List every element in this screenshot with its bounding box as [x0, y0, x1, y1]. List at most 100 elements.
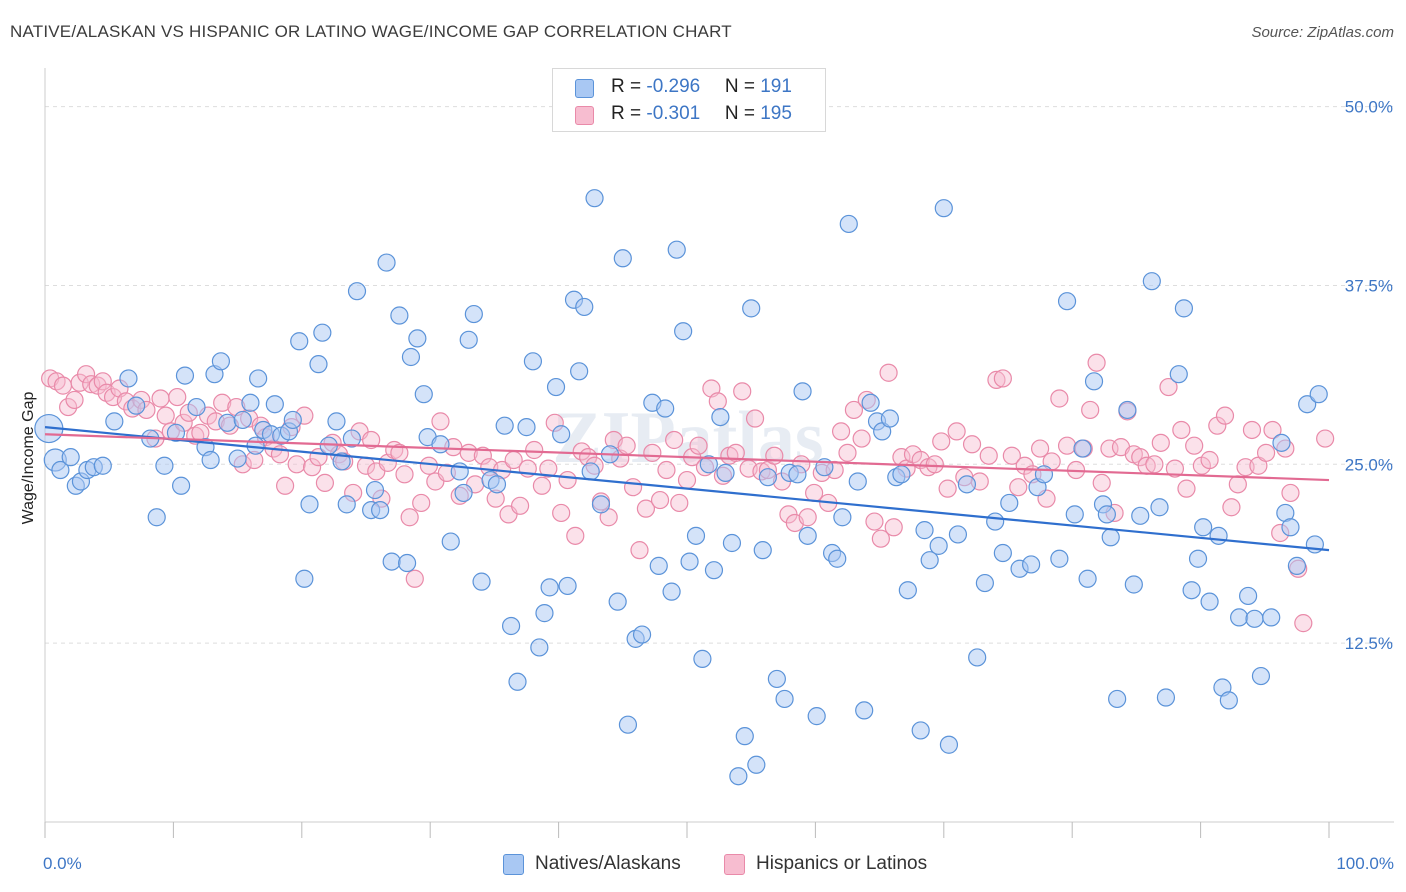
stats-legend: R = -0.296 N = 191 R = -0.301 N = 195 [552, 68, 826, 132]
trend-lines [44, 426, 1330, 552]
data-point-natives [855, 701, 874, 720]
data-point-natives [975, 573, 994, 593]
data-point-natives [1251, 666, 1271, 686]
data-point-natives [968, 648, 987, 667]
data-point-natives [934, 199, 953, 218]
data-point-hispanics [315, 473, 335, 493]
data-point-natives [861, 393, 880, 412]
data-point-natives [1057, 292, 1077, 311]
data-point-natives [833, 508, 852, 527]
data-point-natives [581, 462, 600, 481]
legend-r-value: -0.301 [646, 103, 701, 124]
data-point-natives [570, 362, 589, 381]
data-point-hispanics [831, 422, 851, 441]
data-point-hispanics [1228, 475, 1247, 494]
data-point-natives [201, 450, 220, 470]
tick-labels: 12.5% 25.0% 37.5% 50.0% 0.0% 100.0% [43, 98, 1394, 873]
data-point-natives [501, 616, 521, 636]
x-tick-label: 0.0% [43, 854, 82, 873]
data-point-natives [249, 369, 268, 388]
data-point-hispanics [400, 508, 419, 527]
data-point-hispanics [1145, 455, 1164, 474]
data-point-hispanics [884, 518, 903, 537]
data-point-natives [1298, 395, 1317, 414]
data-point-hispanics [1177, 479, 1196, 498]
data-point-natives [632, 625, 652, 644]
data-point-hispanics [65, 390, 84, 410]
data-point-natives [575, 297, 594, 317]
data-point-hispanics [798, 508, 817, 527]
data-point-natives [1287, 556, 1307, 575]
data-point-hispanics [643, 443, 662, 462]
data-point-natives [1101, 528, 1120, 547]
data-point-natives [127, 396, 146, 415]
data-point-natives [495, 416, 514, 435]
data-point-hispanics [1151, 433, 1170, 452]
legend-row-natives: R = -0.296 N = 191 [553, 75, 825, 101]
data-point-natives [618, 715, 638, 734]
data-point-hispanics [1208, 416, 1227, 435]
data-point-natives [1142, 272, 1161, 291]
data-point-natives [535, 604, 554, 623]
data-point-hispanics [473, 446, 492, 465]
data-point-natives [540, 578, 559, 597]
data-point-natives [767, 669, 786, 689]
data-point-natives [1209, 526, 1228, 545]
series-legend: Natives/Alaskans Hispanics or Latinos [0, 852, 1406, 878]
data-point-natives [218, 413, 237, 432]
data-point-natives [957, 475, 977, 494]
data-point-natives [228, 449, 247, 468]
data-point-hispanics [1294, 614, 1313, 633]
data-point-natives [848, 472, 867, 491]
data-point-natives [948, 525, 968, 544]
data-point-natives [342, 429, 361, 448]
data-point-natives [1281, 518, 1300, 537]
legend-n-value: 195 [760, 103, 792, 124]
data-point-natives [472, 572, 491, 591]
data-point-natives [464, 304, 483, 324]
data-point-hispanics [1030, 439, 1050, 458]
data-point-natives [793, 382, 812, 401]
data-point-natives [892, 465, 911, 484]
y-tick-label: 12.5% [1345, 634, 1393, 653]
data-point-natives [241, 393, 260, 412]
data-point-hispanics [1172, 420, 1191, 440]
legend-label-natives: Natives/Alaskans [535, 853, 681, 874]
data-point-hispanics [623, 478, 643, 497]
data-point-hispanics [871, 529, 890, 548]
data-point-natives [454, 483, 473, 503]
legend-n-label: N = [724, 103, 761, 124]
data-point-hispanics [82, 375, 101, 394]
data-point-natives [332, 452, 351, 471]
data-point-hispanics [765, 446, 784, 465]
data-point-hispanics [947, 422, 966, 441]
data-point-natives [1000, 493, 1019, 513]
data-point-hispanics [510, 496, 530, 515]
data-point-natives [431, 435, 450, 454]
data-point-natives [986, 512, 1005, 531]
data-point-natives [283, 410, 302, 430]
trend-line-natives [44, 426, 1330, 552]
data-point-natives [788, 465, 807, 484]
data-point-natives [390, 306, 409, 325]
data-point-hispanics [525, 440, 544, 460]
data-point-hispanics [362, 430, 381, 450]
data-point-natives [1065, 505, 1084, 524]
data-point-hispanics [276, 476, 295, 495]
data-point-natives [1078, 569, 1097, 588]
data-point-hispanics [726, 443, 745, 462]
data-point-natives [487, 475, 507, 494]
data-point-hispanics [93, 372, 112, 391]
data-point-natives [585, 189, 604, 208]
data-point-hispanics [745, 409, 765, 428]
data-point-natives [401, 347, 421, 367]
data-point-hispanics [431, 412, 450, 431]
data-point-hispanics [1242, 420, 1262, 440]
data-point-hispanics [1087, 353, 1106, 372]
legend-label-hispanics: Hispanics or Latinos [756, 853, 928, 874]
data-point-natives [309, 355, 328, 374]
data-point-hispanics [395, 465, 414, 484]
data-point-natives [662, 582, 681, 601]
data-point-natives [735, 727, 754, 746]
